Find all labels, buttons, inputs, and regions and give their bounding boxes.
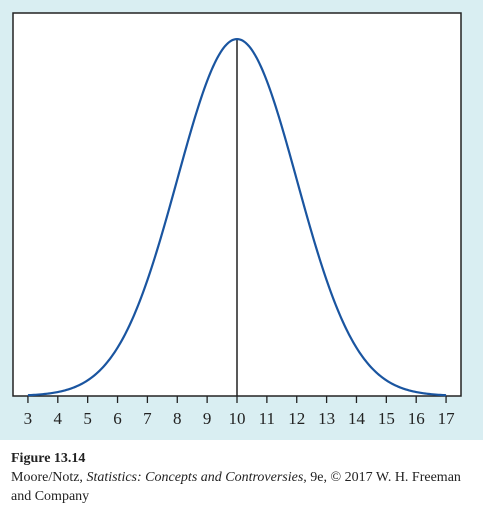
x-tick-label-9: 9 <box>203 409 212 428</box>
caption-credit-suffix: , 9e, © 2017 W. H. Freeman and Company <box>11 470 461 504</box>
figure-panel: 3 4 5 6 7 8 9 10 11 12 13 14 15 16 17 <box>0 0 483 440</box>
x-tick-label-8: 8 <box>173 409 182 428</box>
x-axis-ticks <box>27 396 447 403</box>
x-tick-label-3: 3 <box>24 409 33 428</box>
x-axis-tick-labels: 3 4 5 6 7 8 9 10 11 12 13 14 15 16 17 <box>24 409 455 428</box>
caption-author: Moore/Notz, <box>11 470 87 485</box>
x-tick-label-13: 13 <box>318 409 335 428</box>
caption-title: Figure 13.14 <box>11 451 86 466</box>
x-tick-label-6: 6 <box>113 409 122 428</box>
figure-caption: Figure 13.14 Moore/Notz, Statistics: Con… <box>11 449 476 506</box>
x-tick-label-17: 17 <box>438 409 456 428</box>
x-tick-label-12: 12 <box>288 409 305 428</box>
x-tick-label-11: 11 <box>259 409 275 428</box>
caption-book-title: Statistics: Concepts and Controversies <box>86 470 304 485</box>
x-tick-label-14: 14 <box>348 409 366 428</box>
x-tick-label-5: 5 <box>83 409 92 428</box>
x-tick-label-4: 4 <box>54 409 63 428</box>
density-curve <box>27 37 447 397</box>
caption-credit: Moore/Notz, Statistics: Concepts and Con… <box>11 470 461 504</box>
x-tick-label-15: 15 <box>378 409 395 428</box>
normal-curve-chart: 3 4 5 6 7 8 9 10 11 12 13 14 15 16 17 <box>12 12 462 428</box>
x-tick-label-16: 16 <box>408 409 425 428</box>
x-tick-label-10: 10 <box>229 409 246 428</box>
x-tick-label-7: 7 <box>143 409 152 428</box>
